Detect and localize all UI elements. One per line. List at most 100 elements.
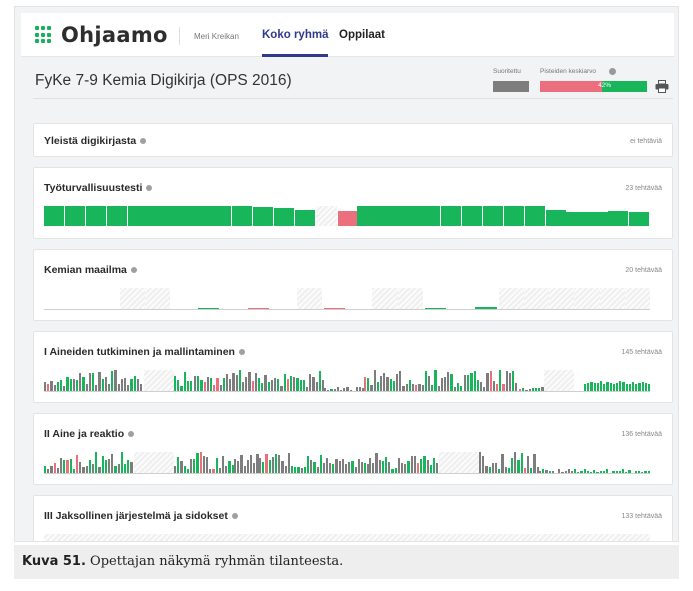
task-bar[interactable]: [346, 386, 349, 392]
task-bar[interactable]: [250, 454, 253, 474]
task-bar[interactable]: [378, 206, 399, 226]
task-bar[interactable]: [190, 459, 193, 474]
task-bar[interactable]: [327, 389, 330, 392]
task-bar[interactable]: [402, 385, 405, 392]
section-card[interactable]: Työturvallisuustesti 23 tehtävää: [33, 167, 673, 239]
task-bar[interactable]: [480, 381, 483, 392]
task-bar[interactable]: [354, 467, 357, 474]
task-bar[interactable]: [596, 382, 600, 392]
task-bar[interactable]: [396, 373, 399, 392]
task-bar[interactable]: [117, 463, 120, 474]
task-bar[interactable]: [216, 378, 219, 392]
task-bar[interactable]: [316, 466, 319, 474]
task-bar[interactable]: [587, 382, 590, 392]
task-bar[interactable]: [248, 307, 270, 310]
task-bar[interactable]: [111, 454, 114, 474]
task-bar[interactable]: [501, 453, 504, 474]
task-bar[interactable]: [136, 379, 140, 392]
task-bar[interactable]: [82, 466, 85, 474]
task-bar[interactable]: [362, 388, 365, 392]
task-bar[interactable]: [199, 452, 202, 474]
task-bar[interactable]: [479, 452, 482, 474]
task-bar[interactable]: [345, 463, 348, 474]
task-bar[interactable]: [475, 306, 497, 310]
app-logo[interactable]: Ohjaamo: [35, 23, 168, 47]
task-bar[interactable]: [571, 471, 574, 474]
task-bar[interactable]: [104, 376, 108, 392]
task-bar[interactable]: [177, 379, 180, 392]
task-bar[interactable]: [542, 468, 545, 474]
task-bar[interactable]: [609, 383, 612, 392]
task-bar[interactable]: [246, 460, 250, 474]
task-bar[interactable]: [108, 384, 111, 392]
task-bar[interactable]: [264, 375, 267, 392]
task-bar[interactable]: [404, 463, 407, 474]
task-bar[interactable]: [503, 206, 524, 226]
task-bar[interactable]: [258, 378, 261, 392]
task-bar[interactable]: [392, 380, 396, 392]
info-icon[interactable]: [231, 513, 238, 519]
task-bar[interactable]: [564, 471, 567, 474]
task-bar[interactable]: [603, 384, 606, 392]
task-bar[interactable]: [211, 206, 232, 226]
task-bar[interactable]: [341, 459, 345, 474]
task-bar[interactable]: [615, 471, 618, 474]
task-bar[interactable]: [307, 455, 310, 474]
task-bar[interactable]: [114, 370, 117, 392]
task-bar[interactable]: [186, 380, 190, 392]
section-card[interactable]: III Jaksollinen järjestelmä ja sidokset …: [33, 495, 673, 541]
task-bar[interactable]: [209, 468, 212, 474]
task-bar[interactable]: [206, 376, 210, 392]
task-bar[interactable]: [545, 210, 566, 226]
task-bar[interactable]: [120, 452, 124, 474]
task-bar[interactable]: [206, 457, 209, 474]
task-bar[interactable]: [222, 377, 226, 392]
task-bar[interactable]: [194, 376, 197, 392]
task-bar[interactable]: [294, 209, 316, 226]
task-bar[interactable]: [212, 468, 215, 474]
task-bar[interactable]: [593, 382, 596, 392]
task-bar[interactable]: [333, 389, 336, 392]
task-bar[interactable]: [426, 460, 429, 474]
task-bar[interactable]: [421, 385, 424, 392]
task-bar[interactable]: [85, 466, 88, 474]
task-bar[interactable]: [200, 380, 203, 392]
task-bar[interactable]: [372, 462, 375, 474]
task-bar[interactable]: [130, 462, 133, 474]
task-bar[interactable]: [69, 379, 72, 392]
task-bar[interactable]: [599, 471, 602, 474]
task-bar[interactable]: [114, 465, 117, 474]
section-card[interactable]: II Aine ja reaktio 136 tehtävää: [33, 413, 673, 485]
task-bar[interactable]: [50, 380, 53, 392]
task-bar[interactable]: [593, 469, 596, 474]
task-bar[interactable]: [111, 370, 114, 392]
task-bar[interactable]: [489, 371, 492, 392]
task-bar[interactable]: [44, 381, 47, 392]
task-bar[interactable]: [319, 454, 323, 474]
task-bar[interactable]: [370, 384, 373, 392]
task-bar[interactable]: [79, 372, 82, 392]
task-bar[interactable]: [197, 307, 219, 310]
task-bar[interactable]: [47, 383, 50, 392]
task-bar[interactable]: [389, 379, 392, 392]
task-bar[interactable]: [231, 465, 234, 474]
task-bar[interactable]: [60, 458, 63, 474]
task-bar[interactable]: [228, 461, 231, 474]
task-bar[interactable]: [44, 466, 47, 474]
task-bar[interactable]: [648, 384, 651, 392]
task-bar[interactable]: [284, 466, 287, 474]
task-bar[interactable]: [322, 379, 325, 392]
task-bar[interactable]: [315, 381, 318, 392]
task-bar[interactable]: [523, 467, 527, 474]
task-bar[interactable]: [530, 468, 533, 474]
task-bar[interactable]: [60, 379, 63, 392]
task-bar[interactable]: [275, 454, 278, 474]
task-bar[interactable]: [522, 388, 525, 392]
task-bar[interactable]: [219, 384, 222, 392]
task-bar[interactable]: [127, 384, 130, 392]
task-bar[interactable]: [79, 461, 82, 474]
task-bar[interactable]: [229, 378, 232, 392]
task-bar[interactable]: [586, 470, 590, 474]
task-bar[interactable]: [476, 379, 480, 392]
task-bar[interactable]: [323, 307, 345, 310]
